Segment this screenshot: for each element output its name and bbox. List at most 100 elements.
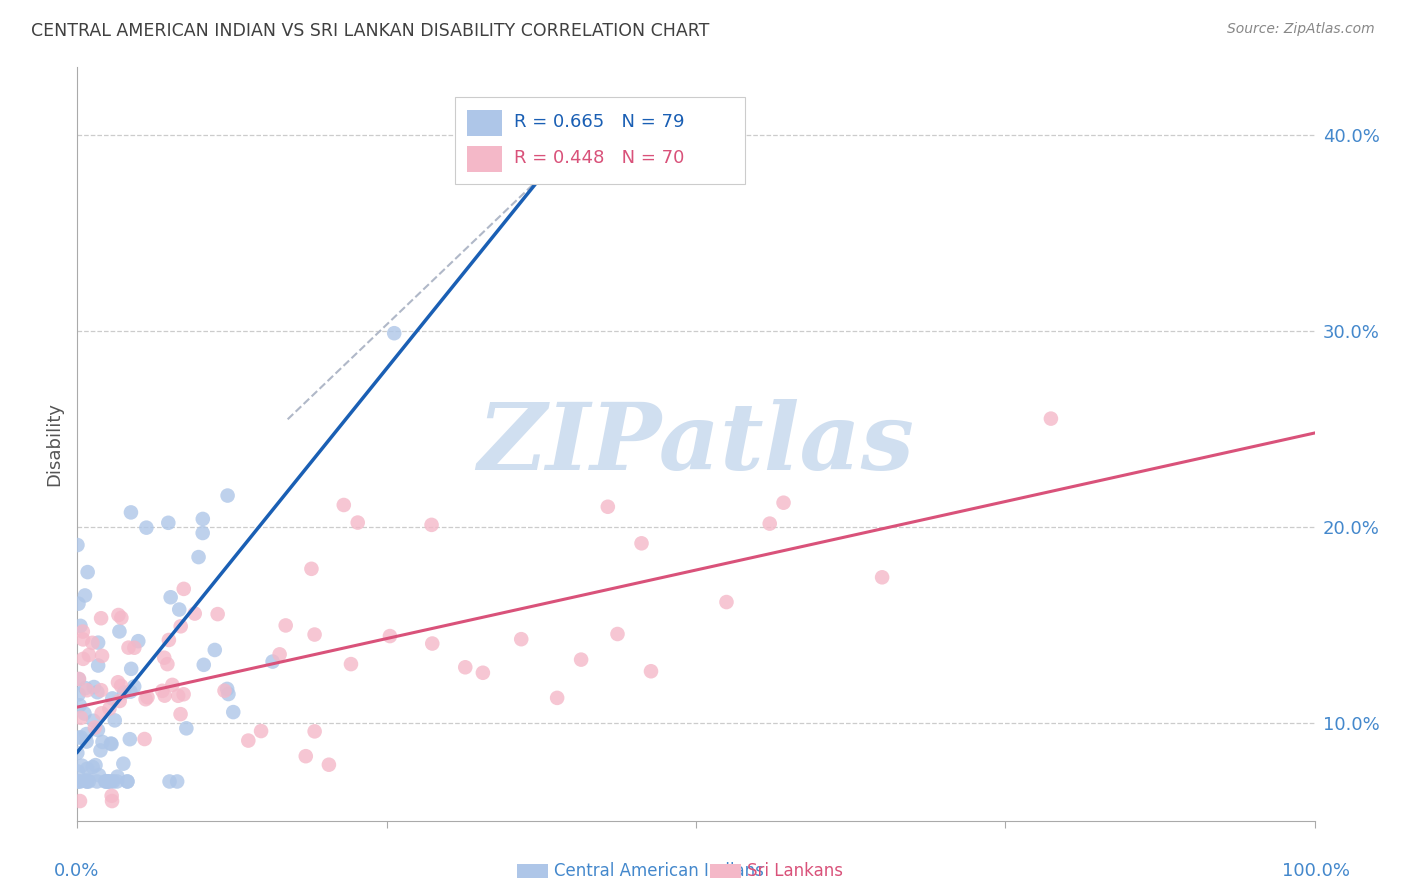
Point	[83, 721, 105, 735]
Point	[301, 562, 323, 576]
Point	[187, 550, 209, 565]
Point	[382, 326, 405, 341]
Point	[72, 652, 94, 666]
FancyBboxPatch shape	[467, 110, 502, 136]
Point	[69, 774, 91, 789]
Point	[76, 565, 98, 579]
Point	[67, 597, 90, 611]
Point	[420, 636, 443, 650]
Point	[69, 619, 91, 633]
Point	[107, 607, 129, 622]
Point	[86, 774, 108, 789]
Point	[112, 756, 135, 771]
Point	[77, 774, 100, 789]
Point	[159, 591, 181, 605]
Point	[162, 678, 184, 692]
Text: 0.0%: 0.0%	[53, 862, 98, 880]
Point	[117, 774, 139, 789]
Point	[76, 683, 98, 698]
Point	[101, 691, 124, 706]
Point	[70, 711, 93, 725]
Point	[340, 657, 363, 672]
Point	[97, 774, 120, 789]
Point	[73, 589, 96, 603]
Point	[378, 629, 401, 643]
Point	[217, 687, 239, 701]
FancyBboxPatch shape	[454, 97, 745, 184]
Point	[238, 733, 260, 747]
Point	[72, 624, 94, 639]
Text: R = 0.665   N = 79: R = 0.665 N = 79	[515, 113, 685, 131]
Point	[471, 665, 494, 680]
Point	[110, 679, 132, 693]
Point	[510, 632, 533, 647]
Point	[107, 675, 129, 690]
Point	[89, 743, 111, 757]
Point	[90, 706, 112, 721]
Point	[104, 714, 127, 728]
Point	[606, 627, 628, 641]
Point	[135, 692, 157, 706]
Point	[217, 681, 239, 696]
Text: Central American Indians: Central American Indians	[554, 863, 763, 880]
Point	[66, 538, 89, 552]
Point	[222, 705, 245, 719]
Point	[100, 737, 122, 751]
Point	[120, 662, 142, 676]
Point	[716, 595, 738, 609]
Point	[84, 758, 107, 772]
Point	[157, 632, 180, 647]
Point	[94, 774, 117, 789]
Point	[294, 749, 316, 764]
Point	[117, 774, 139, 789]
Point	[150, 683, 173, 698]
Point	[86, 685, 108, 699]
Point	[262, 655, 284, 669]
Point	[159, 774, 181, 789]
Point	[274, 618, 297, 632]
Point	[73, 706, 96, 721]
Point	[67, 672, 90, 686]
Point	[75, 681, 97, 695]
Point	[630, 536, 652, 550]
Point	[184, 607, 207, 621]
Point	[153, 689, 176, 703]
Point	[76, 762, 98, 776]
Point	[87, 768, 110, 782]
Point	[82, 636, 104, 650]
Point	[108, 624, 131, 639]
Text: 100.0%: 100.0%	[1282, 862, 1350, 880]
Point	[127, 634, 149, 648]
Point	[169, 707, 191, 722]
Y-axis label: Disability: Disability	[45, 401, 63, 486]
Point	[108, 694, 131, 708]
Point	[96, 774, 118, 789]
Point	[1039, 411, 1062, 425]
Point	[75, 727, 97, 741]
Point	[101, 794, 124, 808]
Point	[546, 690, 568, 705]
Point	[90, 683, 112, 698]
Point	[98, 701, 121, 715]
Point	[269, 648, 291, 662]
Point	[173, 582, 195, 596]
Point	[76, 734, 98, 748]
Point	[87, 658, 110, 673]
Text: ZIPatlas: ZIPatlas	[478, 399, 914, 489]
Point	[67, 687, 90, 701]
Point	[304, 627, 326, 641]
Point	[100, 789, 122, 803]
Point	[87, 635, 110, 649]
Point	[122, 680, 145, 694]
Point	[454, 660, 477, 674]
Point	[110, 611, 132, 625]
Point	[90, 611, 112, 625]
Point	[346, 516, 368, 530]
Point	[758, 516, 780, 531]
Point	[167, 689, 190, 703]
Point	[112, 685, 135, 699]
Text: Source: ZipAtlas.com: Source: ZipAtlas.com	[1227, 22, 1375, 37]
Point	[107, 770, 129, 784]
Point	[136, 690, 159, 705]
Point	[67, 672, 90, 686]
